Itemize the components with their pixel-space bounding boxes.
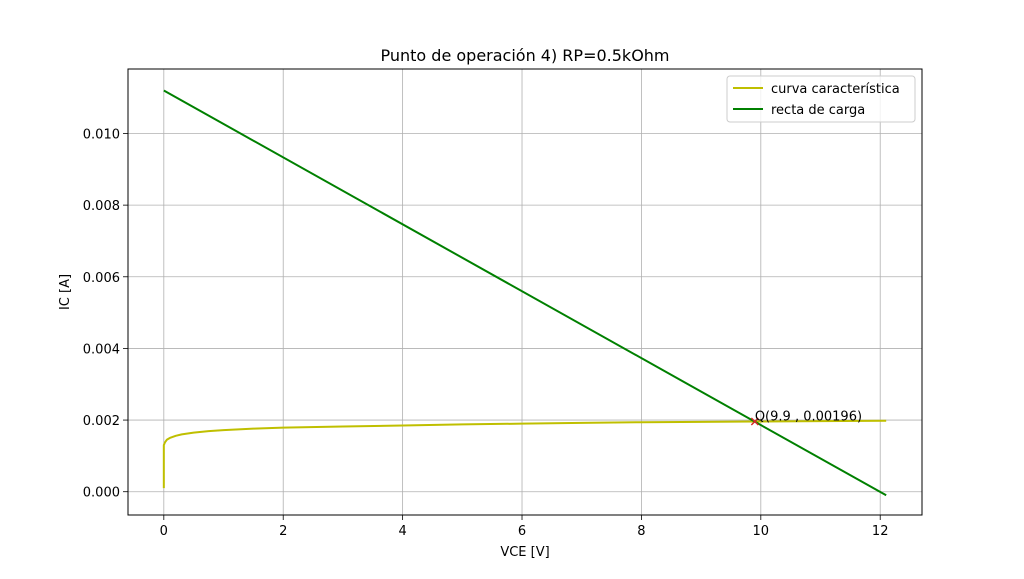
x-tick-label: 12 [872, 524, 889, 539]
curva-caracteristica-line [162, 419, 887, 489]
x-tick-label: 10 [753, 524, 770, 539]
x-axis-ticks: 0 2 4 6 8 10 12 [160, 515, 889, 539]
x-tick-label: 0 [160, 524, 168, 539]
chart-title: Punto de operación 4) RP=0.5kOhm [380, 46, 669, 65]
x-tick-label: 6 [518, 524, 526, 539]
legend-box [726, 75, 916, 123]
x-tick-label: 8 [637, 524, 645, 539]
legend-label-curva-caracteristica: curva característica [771, 82, 900, 97]
plot-frame [127, 68, 923, 516]
y-tick-label: 0.004 [83, 342, 120, 357]
x-tick-label: 4 [398, 524, 406, 539]
y-tick-label: 0.002 [83, 414, 120, 429]
legend: curva característica recta de carga [726, 75, 916, 123]
plot-series [162, 89, 887, 497]
legend-label-recta-de-carga: recta de carga [771, 103, 865, 118]
x-axis-label: VCE [V] [500, 545, 549, 560]
y-axis-ticks: 0.000 0.002 0.004 0.006 0.008 0.010 [83, 127, 128, 501]
recta-de-carga-line [163, 89, 887, 497]
x-tick-label: 2 [279, 524, 287, 539]
y-tick-label: 0.000 [83, 486, 120, 501]
y-tick-label: 0.010 [83, 127, 120, 142]
annotations: Q(9.9 , 0.00196) [755, 410, 862, 425]
y-tick-label: 0.006 [83, 271, 120, 286]
operating-point-annotation: Q(9.9 , 0.00196) [755, 410, 862, 425]
operating-point-marker [750, 417, 759, 426]
y-tick-label: 0.008 [83, 199, 120, 214]
y-axis-label: IC [A] [58, 274, 73, 310]
grid [128, 69, 922, 515]
